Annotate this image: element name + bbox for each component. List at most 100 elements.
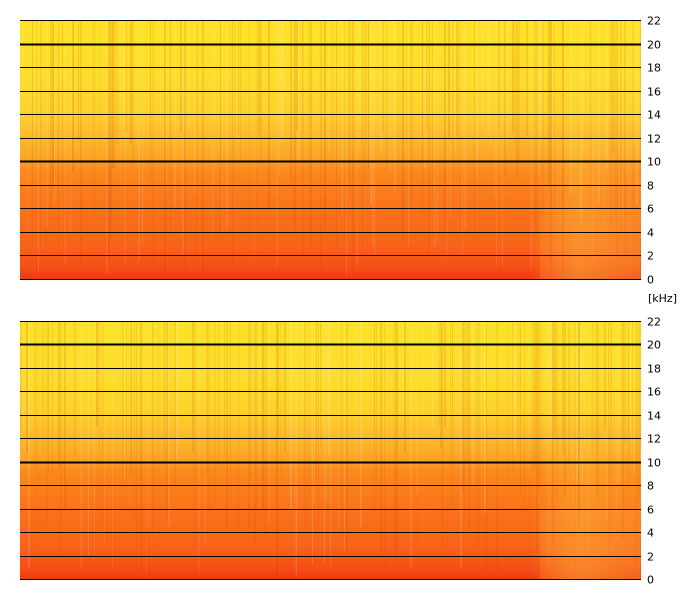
spectrogram-stripe bbox=[484, 321, 486, 514]
y-tick-label: 14 bbox=[647, 109, 661, 122]
spectrogram-stripe bbox=[396, 321, 398, 561]
spectrogram-stripe bbox=[268, 20, 270, 212]
spectrogram-stripe bbox=[622, 20, 623, 223]
y-tick-label: 14 bbox=[647, 410, 661, 423]
spectrogram-stripe bbox=[636, 20, 638, 205]
spectrogram-stripe bbox=[374, 321, 375, 514]
spectrogram-stripe bbox=[314, 321, 315, 506]
spectrogram-stripe bbox=[40, 20, 42, 253]
spectrogram-stripe bbox=[580, 20, 582, 223]
spectrogram-stripe bbox=[340, 321, 341, 501]
spectrogram-stripe bbox=[230, 321, 231, 505]
spectrogram-stripe bbox=[476, 321, 477, 548]
spectrogram-stripe bbox=[568, 321, 569, 469]
spectrogram-stripe bbox=[152, 20, 154, 273]
y-tick-label: 16 bbox=[647, 86, 661, 99]
spectrogram-stripe bbox=[640, 20, 641, 178]
spectrogram-stripe bbox=[502, 20, 503, 265]
y-tick-label: 8 bbox=[647, 480, 654, 493]
spectrogram-stripe bbox=[234, 20, 235, 188]
spectrogram-stripe bbox=[618, 20, 619, 158]
spectrogram-stripe bbox=[114, 20, 115, 169]
spectrogram-stripe bbox=[250, 321, 252, 487]
spectrogram-stripe bbox=[116, 20, 118, 146]
spectrogram-stripe bbox=[130, 20, 132, 144]
spectrogram-stripe bbox=[122, 20, 124, 128]
spectrogram-stripe bbox=[22, 20, 23, 134]
spectrogram-stripe bbox=[180, 20, 182, 133]
spectrogram-stripe bbox=[104, 321, 105, 546]
spectrogram-stripe bbox=[450, 321, 451, 466]
spectrogram-stripe bbox=[58, 321, 60, 468]
spectrogram-stripe bbox=[134, 321, 135, 520]
spectrogram-stripe bbox=[534, 20, 536, 229]
spectrogram-stripe bbox=[146, 321, 147, 579]
spectrogram-stripe bbox=[474, 321, 476, 481]
spectrogram-stripe bbox=[552, 321, 554, 546]
spectrogram-stripe bbox=[374, 20, 375, 256]
spectrogram-stripe bbox=[584, 321, 585, 448]
spectrogram-stripe bbox=[226, 321, 228, 530]
spectrogram-stripe bbox=[444, 321, 446, 428]
spectrogram-stripe bbox=[636, 321, 637, 574]
spectrogram-stripe bbox=[368, 20, 369, 169]
spectrogram-stripe bbox=[38, 321, 39, 482]
y-tick-label: 20 bbox=[647, 39, 661, 52]
spectrogram-stripe bbox=[590, 20, 591, 203]
spectrogram-bottom-gridlines bbox=[20, 321, 641, 580]
spectrogram-stripe bbox=[214, 20, 215, 186]
spectrogram-stripe bbox=[440, 321, 442, 449]
spectrogram-stripe bbox=[164, 20, 166, 272]
spectrogram-stripe bbox=[276, 321, 278, 577]
spectrogram-stripe bbox=[462, 321, 464, 494]
spectrogram-stripe bbox=[166, 20, 167, 189]
spectrogram-stripe bbox=[486, 20, 488, 141]
y-tick-label: 0 bbox=[647, 274, 654, 287]
spectrogram-stripe bbox=[336, 20, 337, 249]
spectrogram-stripe bbox=[188, 20, 189, 128]
spectrogram-stripe bbox=[78, 20, 79, 142]
spectrogram-stripe bbox=[494, 20, 496, 200]
spectrogram-stripe bbox=[380, 20, 382, 154]
spectrogram-stripe bbox=[616, 321, 618, 515]
spectrogram-stripe bbox=[472, 321, 473, 486]
spectrogram-stripe bbox=[394, 321, 396, 558]
spectrogram-stripe bbox=[124, 20, 126, 264]
spectrogram-stripe bbox=[310, 20, 312, 245]
spectrogram-stripe bbox=[632, 321, 633, 434]
spectrogram-stripe bbox=[638, 321, 640, 494]
spectrogram-stripe bbox=[460, 321, 462, 567]
spectrogram-stripe bbox=[456, 20, 458, 138]
spectrogram-stripe bbox=[54, 20, 55, 204]
spectrogram-stripe bbox=[372, 20, 374, 246]
spectrogram-stripe bbox=[474, 20, 475, 249]
spectrogram-stripe bbox=[596, 321, 598, 495]
spectrogram-stripe bbox=[92, 20, 93, 197]
spectrogram-stripe bbox=[516, 20, 518, 178]
y-tick-label: 4 bbox=[647, 227, 654, 240]
spectrogram-stripe bbox=[534, 321, 536, 469]
spectrogram-stripe bbox=[640, 321, 642, 449]
spectrogram-stripe bbox=[482, 20, 484, 131]
spectrogram-stripe bbox=[326, 321, 327, 502]
spectrogram-stripe bbox=[366, 20, 367, 143]
spectrogram-stripe bbox=[330, 321, 331, 566]
spectrogram-stripe bbox=[332, 20, 333, 169]
spectrogram-top: 0 2 4 6 8 10 12 14 16 18 20 22 bbox=[20, 15, 661, 287]
spectrogram-stripe bbox=[526, 20, 528, 138]
spectrogram-stripe bbox=[434, 20, 435, 247]
spectrogram-stripe bbox=[524, 321, 525, 508]
y-tick-label: 6 bbox=[647, 504, 654, 517]
spectrogram-stripe bbox=[412, 20, 413, 228]
spectrogram-stripe bbox=[554, 20, 555, 239]
spectrogram-stripe bbox=[106, 20, 108, 273]
spectrogram-stripe bbox=[404, 321, 406, 453]
spectrogram-stripe bbox=[66, 321, 67, 476]
spectrogram-stripe bbox=[496, 321, 498, 572]
spectrogram-stripe bbox=[548, 321, 549, 566]
spectrogram-stripe bbox=[392, 20, 393, 155]
y-tick-label: 2 bbox=[647, 551, 654, 564]
spectrogram-stripe bbox=[70, 20, 71, 235]
spectrogram-stripe bbox=[150, 20, 151, 182]
